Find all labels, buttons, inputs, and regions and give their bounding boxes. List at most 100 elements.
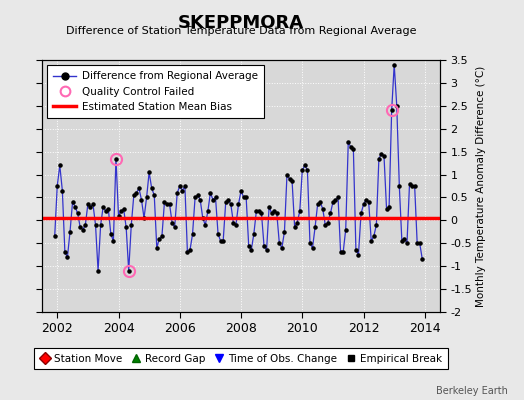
Point xyxy=(395,183,403,189)
Point xyxy=(270,208,278,214)
Point xyxy=(166,201,174,208)
Point xyxy=(222,199,230,205)
Text: Difference of Station Temperature Data from Regional Average: Difference of Station Temperature Data f… xyxy=(66,26,416,36)
Point xyxy=(390,61,398,68)
Point xyxy=(79,226,87,233)
Point xyxy=(308,245,316,251)
Point xyxy=(163,201,171,208)
Point xyxy=(135,185,143,192)
Point xyxy=(150,192,158,198)
Point xyxy=(377,151,386,157)
Point xyxy=(63,254,72,260)
Point xyxy=(107,231,115,237)
Point xyxy=(265,204,274,210)
Point xyxy=(400,236,409,242)
Point xyxy=(383,206,391,212)
Point xyxy=(311,224,319,230)
Point xyxy=(418,256,427,262)
Point xyxy=(286,176,294,182)
Point xyxy=(204,208,212,214)
Point xyxy=(316,199,324,205)
Point xyxy=(344,139,353,146)
Point xyxy=(178,187,187,194)
Point xyxy=(359,201,368,208)
Point xyxy=(152,245,161,251)
Point xyxy=(53,183,61,189)
Point xyxy=(280,229,289,235)
Point xyxy=(267,210,276,217)
Point xyxy=(219,238,227,244)
Point xyxy=(168,220,176,226)
Point xyxy=(183,249,192,256)
Point xyxy=(413,240,421,246)
Point xyxy=(119,206,128,212)
Point xyxy=(127,222,136,228)
Point xyxy=(385,204,394,210)
Point xyxy=(173,190,181,196)
Point xyxy=(329,199,337,205)
Point xyxy=(109,238,117,244)
Point xyxy=(137,196,146,203)
Point xyxy=(406,180,414,187)
Text: Berkeley Earth: Berkeley Earth xyxy=(436,386,508,396)
Point xyxy=(334,194,342,201)
Point xyxy=(89,201,97,208)
Point xyxy=(416,240,424,246)
Point xyxy=(357,210,365,217)
Point xyxy=(369,233,378,240)
Point xyxy=(196,196,204,203)
Point xyxy=(61,249,69,256)
Point xyxy=(181,183,189,189)
Point xyxy=(86,204,95,210)
Point xyxy=(293,220,301,226)
Point xyxy=(324,220,332,226)
Point xyxy=(342,226,350,233)
Point xyxy=(392,103,401,109)
Point xyxy=(147,185,156,192)
Legend: Station Move, Record Gap, Time of Obs. Change, Empirical Break: Station Move, Record Gap, Time of Obs. C… xyxy=(34,348,448,369)
Point xyxy=(140,215,148,221)
Point xyxy=(278,245,286,251)
Point xyxy=(301,162,309,168)
Point xyxy=(73,210,82,217)
Point xyxy=(234,201,243,208)
Text: SKEPPMORA: SKEPPMORA xyxy=(178,14,304,32)
Point xyxy=(125,268,133,274)
Point xyxy=(354,252,363,258)
Point xyxy=(186,247,194,253)
Point xyxy=(237,187,245,194)
Point xyxy=(229,220,237,226)
Point xyxy=(365,199,373,205)
Point xyxy=(367,238,375,244)
Point xyxy=(122,224,130,230)
Point xyxy=(403,240,411,246)
Point xyxy=(58,187,67,194)
Point xyxy=(206,190,215,196)
Point xyxy=(114,212,123,219)
Point xyxy=(408,183,416,189)
Point xyxy=(145,169,154,176)
Point xyxy=(263,247,271,253)
Point xyxy=(298,167,307,173)
Point xyxy=(209,196,217,203)
Point xyxy=(176,183,184,189)
Point xyxy=(66,229,74,235)
Point xyxy=(352,247,360,253)
Point xyxy=(380,153,388,160)
Point xyxy=(290,224,299,230)
Point xyxy=(331,196,340,203)
Point xyxy=(245,242,253,249)
Point xyxy=(260,242,268,249)
Point xyxy=(99,204,107,210)
Point xyxy=(319,206,327,212)
Point xyxy=(158,233,166,240)
Point xyxy=(129,192,138,198)
Point xyxy=(227,201,235,208)
Point xyxy=(326,210,335,217)
Point xyxy=(336,249,345,256)
Point xyxy=(132,190,140,196)
Point xyxy=(249,231,258,237)
Point xyxy=(112,155,120,162)
Point xyxy=(398,238,406,244)
Point xyxy=(91,222,100,228)
